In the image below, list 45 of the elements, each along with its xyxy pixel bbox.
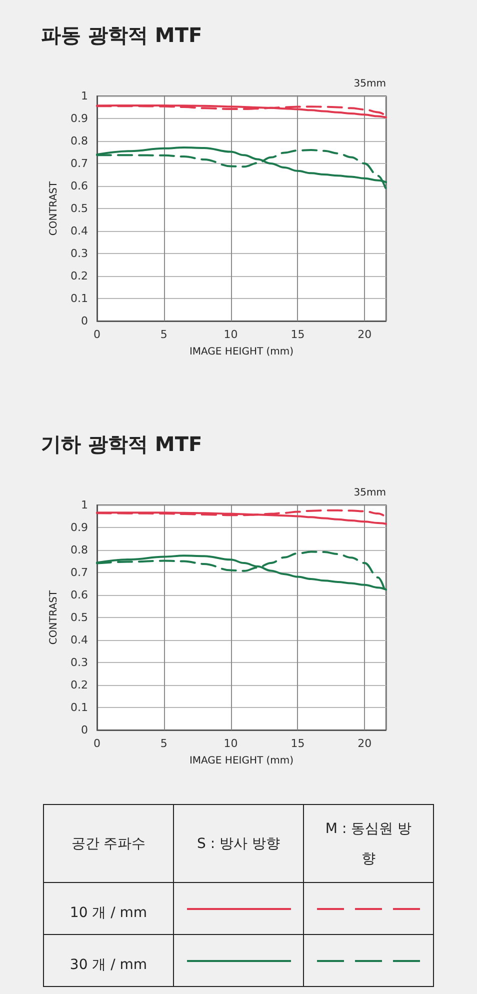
y-tick-label: 0.3 xyxy=(70,656,88,669)
y-tick-label: 0 xyxy=(81,724,88,736)
x-tick-label: 10 xyxy=(224,737,238,750)
x-tick-label: 0 xyxy=(94,328,100,341)
x-tick-label: 20 xyxy=(358,737,372,750)
y-tick-label: 1 xyxy=(81,90,88,102)
text: 30 개 / mm xyxy=(44,934,174,986)
y-tick-label: 0.1 xyxy=(70,701,88,714)
y-tick-label: 0.5 xyxy=(70,202,88,215)
chart-title: 파동 광학적 MTF xyxy=(41,23,202,47)
x-axis-title: IMAGE HEIGHT (mm) xyxy=(189,346,294,358)
y-tick-label: 0.8 xyxy=(70,544,88,556)
text: M : 동심원 방향 xyxy=(304,804,434,882)
y-tick-label: 0.2 xyxy=(70,678,88,692)
y-tick-label: 0.8 xyxy=(70,134,88,148)
y-axis-title: CONTRAST xyxy=(48,589,60,645)
x-axis-title: IMAGE HEIGHT (mm) xyxy=(189,756,294,766)
text: 10 개 / mm xyxy=(44,882,174,934)
x-tick-label: 5 xyxy=(160,328,168,341)
y-tick-label: 0.1 xyxy=(70,292,88,305)
y-tick-label: 0.5 xyxy=(70,611,88,624)
y-tick-label: 0 xyxy=(81,314,88,328)
y-tick-label: 0.2 xyxy=(70,270,88,282)
x-tick-label: 5 xyxy=(160,737,168,750)
y-tick-label: 0.7 xyxy=(70,566,88,579)
text: 35mm xyxy=(354,78,386,90)
y-tick-label: 1 xyxy=(81,498,88,512)
x-tick-label: 10 xyxy=(224,328,238,341)
y-tick-label: 0.4 xyxy=(70,634,88,646)
y-tick-label: 0.9 xyxy=(70,112,88,125)
y-tick-label: 0.7 xyxy=(70,157,88,170)
y-tick-label: 0.9 xyxy=(70,521,88,534)
y-tick-label: 0.4 xyxy=(70,224,88,238)
y-tick-label: 0.6 xyxy=(70,588,88,602)
chart-title: 기하 광학적 MTF xyxy=(41,432,202,456)
x-tick-label: 0 xyxy=(94,737,100,750)
x-tick-label: 15 xyxy=(290,737,305,750)
y-tick-label: 0.6 xyxy=(70,180,88,192)
y-axis-title: CONTRAST xyxy=(48,180,60,236)
text: S : 방사 방향 xyxy=(174,804,304,882)
text: 35mm xyxy=(354,488,386,498)
text: 공간 주파수 xyxy=(44,804,174,882)
x-tick-label: 15 xyxy=(290,328,305,341)
y-tick-label: 0.3 xyxy=(70,247,88,260)
x-tick-label: 20 xyxy=(358,328,372,341)
